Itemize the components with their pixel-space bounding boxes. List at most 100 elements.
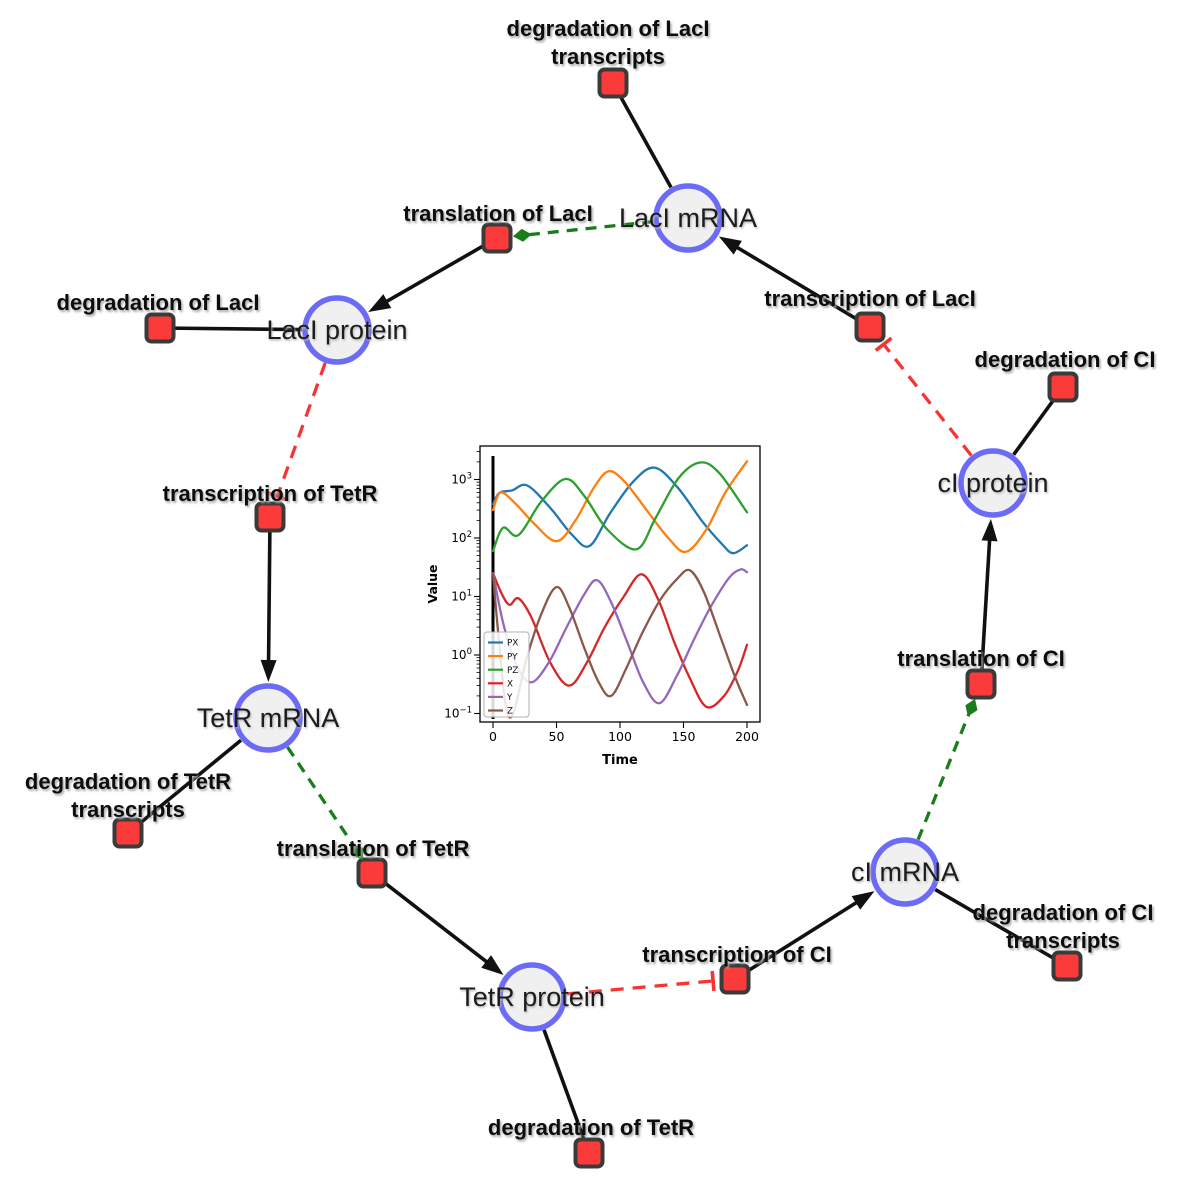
legend-label-Y: Y [506, 693, 513, 703]
species-label-laci_mrna: LacI mRNA [619, 203, 757, 233]
reaction-node-deg_ci[interactable] [1047, 371, 1079, 403]
edge-tetr_protein-to-deg_tetr [542, 1029, 591, 1154]
edge-transl_tetr-to-tetr_protein-arrowhead-icon [481, 955, 504, 975]
reaction-label-deg_laci_tx-line1: degradation of LacI [507, 16, 710, 41]
edge-laci_mrna-to-transl_laci-diamond-icon [512, 228, 532, 242]
chart-ylabel: Value [425, 564, 440, 603]
reaction-label-deg_ci: degradation of CI [975, 347, 1156, 372]
edge-heads-layer [260, 228, 998, 992]
edge-laci_protein-to-transc_tetr [275, 362, 327, 497]
chart-series-layer [491, 456, 749, 719]
reaction-label-transc_laci: transcription of LacI [764, 286, 975, 311]
edge-transc_ci-to-ci_mrna-arrowhead-icon [851, 891, 875, 910]
species-label-ci_protein: cI protein [937, 468, 1048, 498]
reaction-label-deg_ci_tx-line1: degradation of CI [973, 900, 1154, 925]
chart-legend: PX PY PZ XYZ [483, 631, 530, 718]
edge-ci_mrna-to-deg_ci_tx [934, 888, 1068, 968]
species-node-laci_protein[interactable] [302, 295, 372, 365]
species-node-tetr_protein[interactable] [497, 962, 567, 1032]
reaction-node-transl_ci[interactable] [965, 668, 997, 700]
y-tick-label: 103 [451, 472, 472, 487]
edge-transl_ci-to-ci_protein-arrowhead-icon [981, 518, 998, 542]
reaction-label-transl_ci: translation of CI [897, 646, 1064, 671]
species-node-tetr_mrna[interactable] [233, 683, 303, 753]
edge-transl_laci-to-laci_protein-arrowhead-icon [368, 294, 392, 313]
reaction-label-deg_ci_tx-line2: transcripts [1006, 928, 1120, 953]
reaction-label-transc_ci: transcription of CI [642, 942, 831, 967]
edge-transc_laci-to-laci_mrna [733, 244, 859, 321]
species-label-ci_mrna: cI mRNA [851, 857, 959, 887]
x-tick-label: 200 [735, 729, 759, 744]
edge-ci_protein-to-transc_laci [882, 343, 973, 457]
reaction-node-deg_ci_tx[interactable] [1051, 950, 1083, 982]
edge-laci_protein-to-transc_tetr-tee-icon [267, 491, 288, 502]
legend-label-PZ: PZ [507, 666, 518, 676]
legend-label-Z: Z [507, 707, 513, 717]
reaction-node-deg_laci_tx[interactable] [597, 67, 629, 99]
reaction-node-deg_laci[interactable] [144, 312, 176, 344]
edge-tetr_mrna-to-transl_tetr-diamond-icon [352, 843, 364, 860]
reaction-node-transl_laci[interactable] [481, 222, 513, 254]
legend-label-PX: PX [507, 639, 518, 649]
reaction-node-deg_tetr[interactable] [573, 1137, 605, 1169]
edge-transc_ci-to-ci_mrna [746, 899, 861, 973]
chart-series-PY [491, 460, 749, 554]
reaction-label-deg_laci_tx-line2: transcripts [551, 44, 665, 69]
y-tick-label: 101 [451, 589, 472, 604]
edge-ci_mrna-to-transl_ci [916, 713, 971, 841]
chart-ticks [474, 451, 748, 728]
inset-chart: 0 50 100 150 20010−1100101102103TimeValuePXP… [425, 445, 761, 768]
edge-transl_tetr-to-tetr_protein [382, 880, 491, 966]
chart-series-PX [491, 466, 749, 555]
x-tick-label: 150 [672, 729, 696, 744]
reaction-node-deg_tetr_tx[interactable] [112, 817, 144, 849]
y-tick-label: 10−1 [444, 706, 472, 721]
edge-tetr_protein-to-transc_ci [566, 979, 714, 996]
species-label-laci_protein: LacI protein [266, 315, 407, 345]
labels-layer: LacI mRNA LacI protein TetR mRNA TetR prote… [25, 16, 1156, 1140]
x-tick-label: 100 [608, 729, 632, 744]
edge-transl_laci-to-laci_protein [382, 243, 485, 305]
edge-laci_mrna-to-deg_laci_tx [611, 82, 673, 189]
edge-transc_laci-to-laci_mrna-arrowhead-icon [718, 236, 742, 255]
x-tick-label: 50 [549, 729, 565, 744]
species-label-tetr_protein: TetR protein [459, 982, 605, 1012]
reaction-label-transl_tetr: translation of TetR [277, 836, 470, 861]
chart-xlabel: Time [602, 753, 638, 768]
edge-transl_ci-to-ci_protein [980, 536, 992, 670]
reaction-node-transc_tetr[interactable] [254, 501, 286, 533]
chart-legend-box [483, 631, 530, 718]
reaction-node-transc_laci[interactable] [854, 311, 886, 343]
edge-laci_mrna-to-transl_laci [529, 220, 654, 237]
edge-tetr_mrna-to-transl_tetr [286, 746, 355, 847]
chart-series-PZ [491, 461, 749, 553]
legend-label-PY: PY [507, 652, 518, 662]
reaction-label-deg_tetr: degradation of TetR [488, 1115, 694, 1140]
edge-ci_mrna-to-transl_ci-diamond-icon [965, 698, 978, 717]
edge-tetr_mrna-to-deg_tetr_tx [126, 738, 243, 835]
reaction-label-transc_tetr: transcription of TetR [163, 481, 378, 506]
legend-label-X: X [507, 680, 513, 690]
reaction-label-deg_tetr_tx-line1: degradation of TetR [25, 769, 231, 794]
reaction-label-transl_laci: translation of LacI [403, 201, 592, 226]
reaction-node-transl_tetr[interactable] [356, 857, 388, 889]
chart-series-Y [491, 568, 749, 705]
y-tick-label: 100 [451, 647, 472, 662]
species-node-ci_protein[interactable] [958, 448, 1028, 518]
species-node-laci_mrna[interactable] [653, 183, 723, 253]
x-tick-label: 0 [489, 729, 497, 744]
y-tick-label: 102 [451, 530, 472, 545]
edge-transc_tetr-to-tetr_mrna-arrowhead-icon [260, 659, 277, 683]
species-label-tetr_mrna: TetR mRNA [197, 703, 340, 733]
reaction-node-transc_ci[interactable] [719, 963, 751, 995]
species-node-ci_mrna[interactable] [870, 837, 940, 907]
edges-layer [126, 82, 1068, 1154]
reaction-label-deg_laci: degradation of LacI [57, 290, 260, 315]
edge-transc_tetr-to-tetr_mrna [266, 531, 272, 665]
reaction-label-deg_tetr_tx-line2: transcripts [71, 797, 185, 822]
edge-laci_protein-to-deg_laci [159, 326, 303, 332]
edge-ci_protein-to-transc_laci-tee-icon [874, 336, 893, 352]
edge-tetr_protein-to-transc_ci-tee-icon [710, 970, 716, 992]
